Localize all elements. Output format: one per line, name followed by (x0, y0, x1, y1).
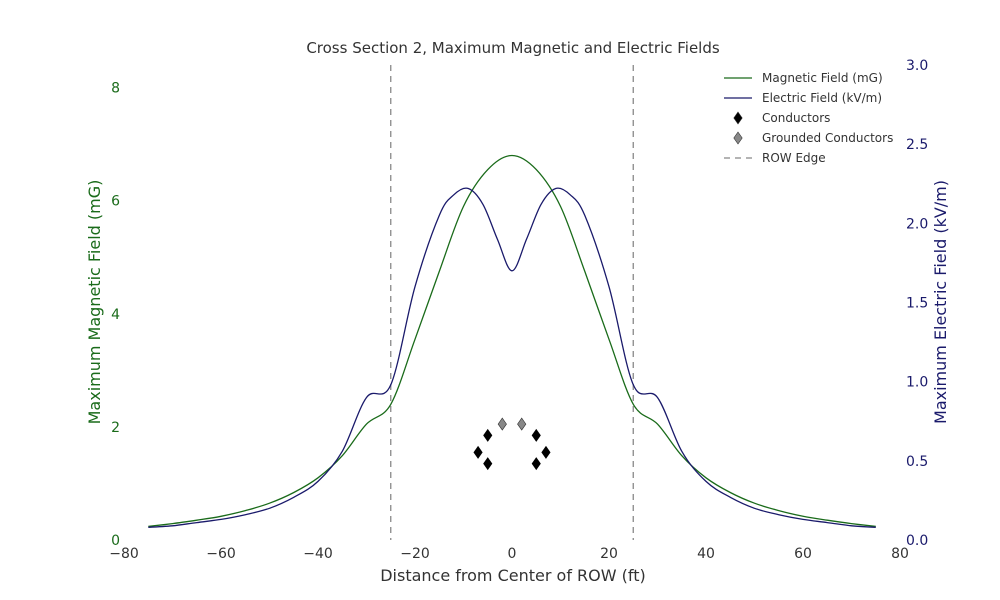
electric-field-line (148, 187, 876, 528)
right-tick-label: 1.0 (906, 375, 928, 391)
right-tick-label: 0.5 (906, 454, 928, 470)
left-tick-label: 4 (111, 307, 120, 323)
right-tick-label: 1.5 (906, 296, 928, 312)
legend-conductors-label: Conductors (762, 111, 830, 125)
grounded-conductor-marker (497, 417, 507, 431)
left-tick-label: 6 (111, 194, 120, 210)
legend-grounded-label: Grounded Conductors (762, 131, 893, 145)
x-tick-label: 80 (891, 546, 909, 562)
legend-grounded-swatch (733, 131, 743, 145)
legend-row-edge-label: ROW Edge (762, 151, 826, 165)
x-tick-label: 40 (697, 546, 715, 562)
left-tick-label: 8 (111, 81, 120, 97)
x-tick-label: −40 (303, 546, 333, 562)
x-tick-label: 20 (600, 546, 618, 562)
left-tick-label: 0 (111, 533, 120, 549)
right-tick-label: 3.0 (906, 58, 928, 74)
right-y-axis: 0.0 0.5 1.0 1.5 2.0 2.5 3.0 (906, 58, 928, 549)
conductor-marker (531, 457, 541, 471)
conductor-marker (531, 428, 541, 442)
right-y-axis-label: Maximum Electric Field (kV/m) (931, 180, 950, 424)
x-tick-label: −20 (400, 546, 430, 562)
left-tick-label: 2 (111, 420, 120, 436)
magnetic-field-line (148, 154, 876, 528)
conductor-marker (473, 445, 483, 459)
legend-conductors-swatch (733, 111, 743, 125)
legend-magnetic-label: Magnetic Field (mG) (762, 71, 883, 85)
x-tick-label: −60 (206, 546, 236, 562)
right-tick-label: 2.5 (906, 137, 928, 153)
left-y-axis: 0 2 4 6 8 (111, 81, 120, 549)
left-y-axis-label: Maximum Magnetic Field (mG) (85, 180, 104, 425)
legend: Magnetic Field (mG) Electric Field (kV/m)… (724, 71, 893, 165)
conductor-marker (483, 428, 493, 442)
conductor-marker (541, 445, 551, 459)
right-tick-label: 0.0 (906, 533, 928, 549)
x-axis: −80 −60 −40 −20 0 20 40 60 80 (109, 546, 909, 562)
x-tick-label: −80 (109, 546, 139, 562)
plot-area (148, 65, 876, 540)
legend-electric-label: Electric Field (kV/m) (762, 91, 882, 105)
x-tick-label: 0 (508, 546, 517, 562)
grounded-conductor-marker (517, 417, 527, 431)
x-tick-label: 60 (794, 546, 812, 562)
x-axis-label: Distance from Center of ROW (ft) (380, 566, 646, 585)
chart-title: Cross Section 2, Maximum Magnetic and El… (306, 39, 720, 57)
conductor-marker (483, 457, 493, 471)
right-tick-label: 2.0 (906, 216, 928, 232)
